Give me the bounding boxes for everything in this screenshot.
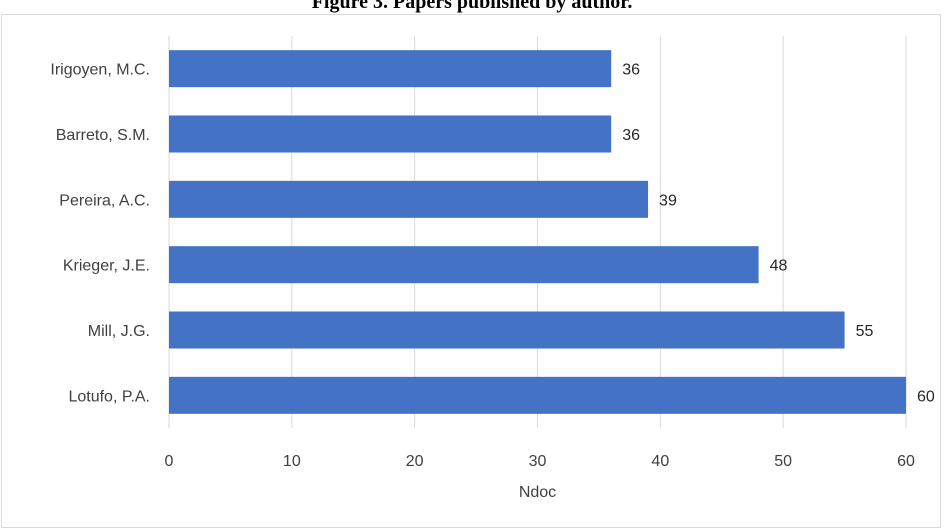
data-label: 55 bbox=[856, 323, 874, 340]
data-label: 36 bbox=[622, 62, 640, 79]
category-label: Mill, J.G. bbox=[88, 323, 150, 340]
gridlines bbox=[168, 36, 907, 428]
x-tick-label: 60 bbox=[897, 453, 915, 470]
x-axis-label: Ndoc bbox=[519, 484, 556, 501]
data-label: 36 bbox=[622, 127, 640, 144]
category-label: Lotufo, P.A. bbox=[68, 388, 150, 405]
bar bbox=[169, 376, 906, 414]
bar bbox=[169, 311, 845, 349]
bar bbox=[169, 50, 612, 88]
x-tick-label: 50 bbox=[774, 453, 792, 470]
data-label: 39 bbox=[659, 192, 677, 209]
bar bbox=[169, 180, 649, 218]
category-label: Irigoyen, M.C. bbox=[50, 62, 150, 79]
data-label: 60 bbox=[917, 388, 935, 405]
bar bbox=[169, 246, 759, 284]
category-labels: Irigoyen, M.C. Barreto, S.M. Pereira, A.C.… bbox=[50, 62, 150, 406]
category-label: Pereira, A.C. bbox=[59, 192, 150, 209]
chart-title: Figure 3. Papers published by author. bbox=[311, 0, 633, 13]
x-tick-label: 40 bbox=[651, 453, 669, 470]
category-label: Krieger, J.E. bbox=[63, 258, 150, 275]
category-label: Barreto, S.M. bbox=[56, 127, 150, 144]
x-tick-label: 20 bbox=[406, 453, 424, 470]
x-tick-label: 10 bbox=[283, 453, 301, 470]
bar bbox=[169, 115, 612, 153]
x-tick-labels: 0 10 20 30 40 50 60 bbox=[165, 453, 915, 470]
x-tick-label: 30 bbox=[529, 453, 547, 470]
bars bbox=[169, 50, 906, 414]
data-label: 48 bbox=[770, 258, 788, 275]
x-tick-label: 0 bbox=[165, 453, 174, 470]
chart-frame bbox=[1, 14, 941, 528]
data-labels: 36 36 39 48 55 60 bbox=[622, 62, 935, 406]
